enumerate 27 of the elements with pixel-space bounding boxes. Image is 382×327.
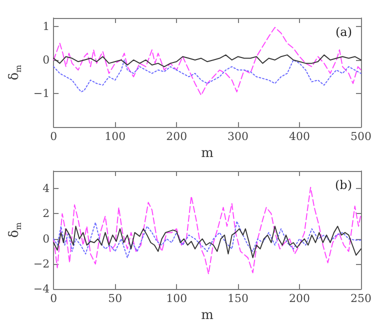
x-tick-label: 400 xyxy=(289,130,310,144)
y-axis-title: δm xyxy=(7,222,23,238)
x-tick-label: 200 xyxy=(289,292,310,306)
y-tick-label: −1 xyxy=(33,87,50,100)
x-tick-label: 250 xyxy=(350,292,372,306)
x-tick-label: 200 xyxy=(166,130,188,144)
y-tick-label: −2 xyxy=(33,257,50,270)
y-tick-label: 2 xyxy=(42,207,50,220)
y-tick-label: 0 xyxy=(42,53,50,66)
x-axis-title: m xyxy=(201,146,214,161)
line-series xyxy=(53,59,362,92)
line-series xyxy=(53,26,362,96)
x-tick-label: 150 xyxy=(228,292,249,306)
x-tick-label: 300 xyxy=(228,130,249,144)
x-tick-label: 500 xyxy=(350,130,372,144)
y-tick-label: 1 xyxy=(42,20,50,33)
x-tick-label: 50 xyxy=(108,292,122,306)
y-tick-label: −4 xyxy=(33,282,50,296)
annotation: (b) xyxy=(334,178,352,192)
x-axis-title: m xyxy=(201,308,214,323)
y-tick-label: 4 xyxy=(42,182,50,196)
annotation: (a) xyxy=(335,25,352,39)
y-tick-label: 0 xyxy=(42,232,50,246)
line-series xyxy=(53,54,362,68)
y-axis-title: δm xyxy=(7,64,23,80)
x-tick-label: 100 xyxy=(104,130,126,144)
x-tick-label: 100 xyxy=(166,292,188,306)
